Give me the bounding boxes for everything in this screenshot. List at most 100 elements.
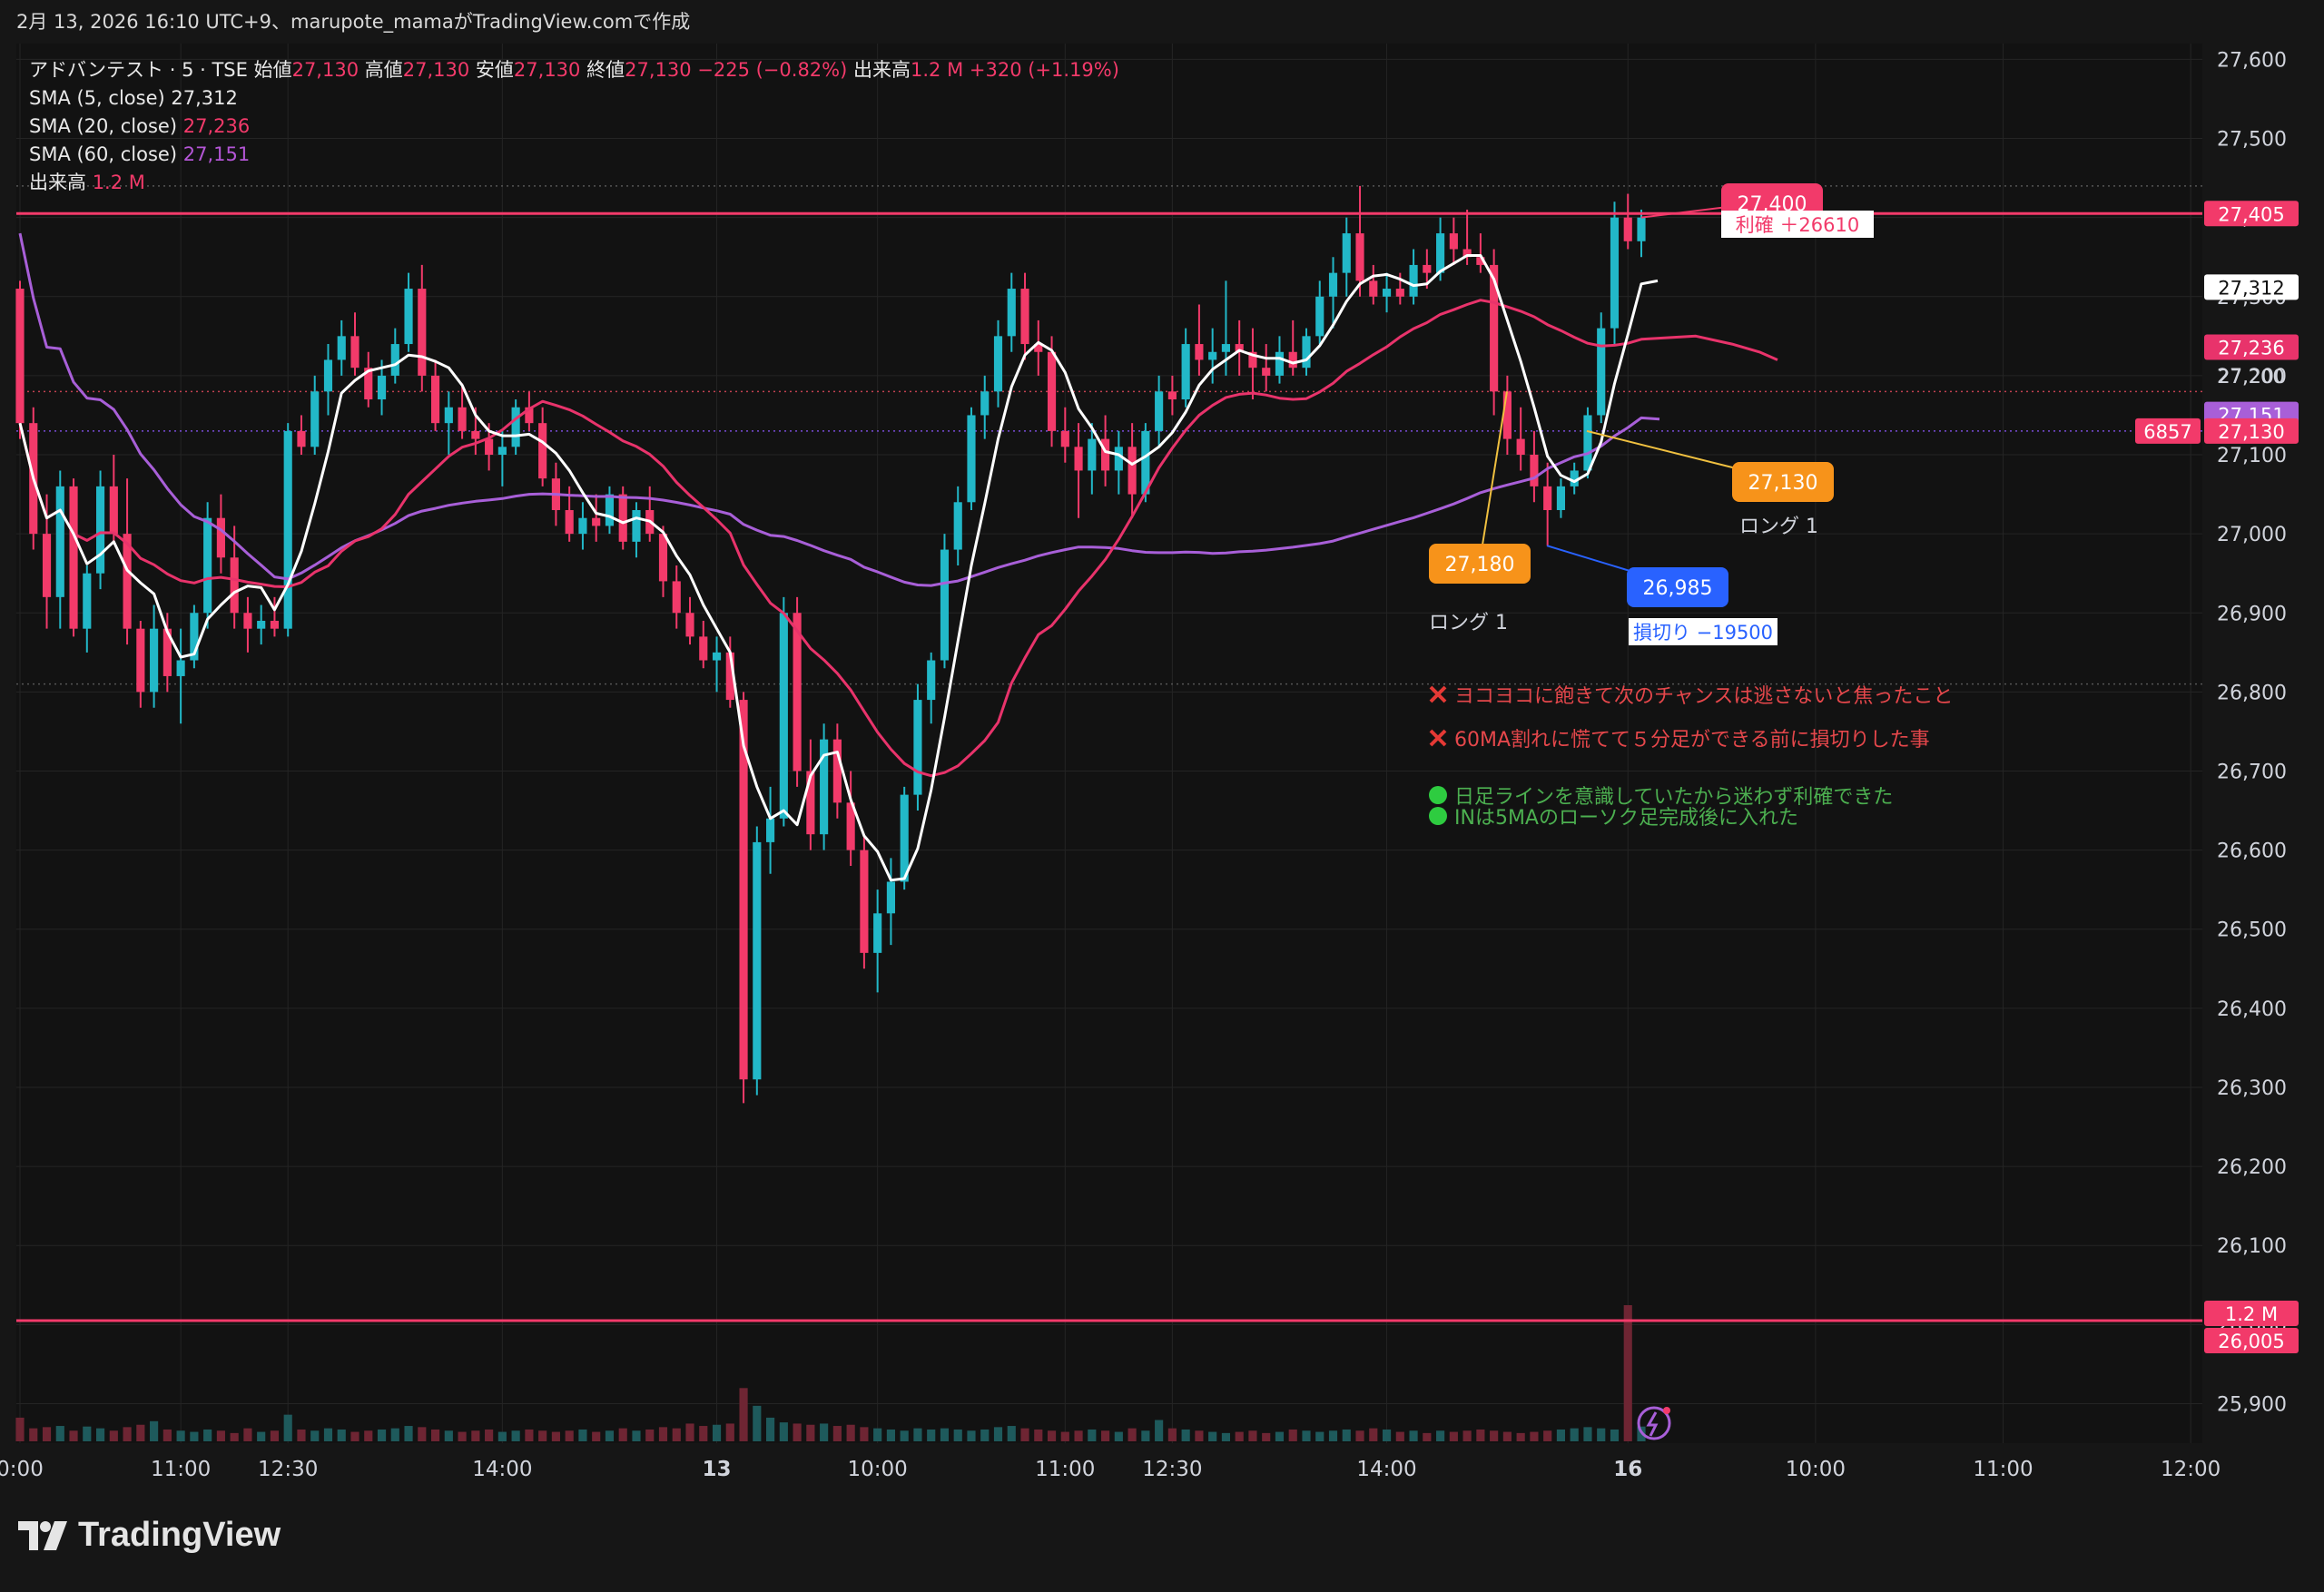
candle-body xyxy=(699,636,708,661)
volume-bar xyxy=(632,1430,641,1441)
volume-bar xyxy=(123,1427,132,1441)
volume-bar xyxy=(95,1428,105,1441)
candle-body xyxy=(525,407,534,424)
volume-bar xyxy=(1034,1429,1043,1441)
sma60-label: SMA (60, close) xyxy=(29,143,178,165)
y-tick-label: 25,900 xyxy=(2217,1393,2287,1416)
volume-bar xyxy=(672,1428,681,1441)
long1-callout-pointer xyxy=(1479,391,1508,563)
candle-body xyxy=(1382,289,1392,297)
candle-body xyxy=(1369,280,1378,297)
volume-bar xyxy=(565,1430,574,1441)
volume-bar xyxy=(257,1431,266,1441)
volume-bar xyxy=(1167,1428,1177,1441)
volume-bar xyxy=(860,1427,869,1441)
volume-bar xyxy=(150,1420,159,1441)
volume-bar xyxy=(1623,1305,1632,1441)
volume-bar xyxy=(1409,1430,1418,1441)
x-tick-label: 10:00 xyxy=(1786,1458,1846,1481)
candle-body xyxy=(1342,233,1351,273)
candle-body xyxy=(15,289,25,424)
volume-bar xyxy=(1382,1429,1392,1441)
x-tick-label: 13 xyxy=(703,1458,732,1481)
volume-bar xyxy=(806,1424,815,1441)
candle-body xyxy=(1543,486,1552,510)
volume-bar xyxy=(404,1426,413,1441)
x-tick-label: 16 xyxy=(1613,1458,1642,1481)
volume-bar xyxy=(497,1431,507,1441)
legend-sma60[interactable]: SMA (60, close) 27,151 xyxy=(29,141,1119,169)
volume-bar xyxy=(162,1429,172,1441)
candle-body xyxy=(1114,447,1123,471)
volume-bar xyxy=(725,1423,734,1441)
candle-body xyxy=(1449,233,1458,250)
legend-sma20[interactable]: SMA (20, close) 27,236 xyxy=(29,113,1119,141)
volume-bar xyxy=(538,1430,547,1441)
plot-area xyxy=(16,44,2202,1443)
price-tag-label: 27,236 xyxy=(2218,338,2284,359)
candle-body xyxy=(1436,233,1445,273)
volume-bar xyxy=(712,1424,722,1441)
volume-bar xyxy=(900,1430,909,1441)
symbol-name[interactable]: アドバンテスト · 5 · TSE xyxy=(29,59,248,81)
stop-label: 損切り −19500 xyxy=(1633,622,1773,644)
y-tick-label: 26,300 xyxy=(2217,1077,2287,1100)
candle-body xyxy=(793,613,802,771)
candle-body xyxy=(310,391,320,447)
candle-body xyxy=(1262,368,1271,376)
legend-sma5[interactable]: SMA (5, close) 27,312 xyxy=(29,84,1119,113)
close-label: 終値 xyxy=(586,59,625,81)
candle-body xyxy=(162,628,172,676)
candle-body xyxy=(444,407,453,424)
x-tick-label: 11:00 xyxy=(1973,1458,2033,1481)
candle-body xyxy=(1315,296,1324,337)
low-value: 27,130 xyxy=(513,59,581,81)
candle-body xyxy=(230,557,239,614)
note-bad-2: 60MA割れに慌てて５分足ができる前に損切りした事 xyxy=(1454,729,1930,752)
candle-body xyxy=(1034,344,1043,352)
candle-body xyxy=(270,620,280,629)
price-chart[interactable]: 27,60027,50027,40027,30027,20027,10027,0… xyxy=(0,44,2324,1489)
x-tick-label: 10:00 xyxy=(848,1458,908,1481)
volume-bar xyxy=(645,1429,655,1441)
candle-body xyxy=(1007,289,1016,337)
volume-bar xyxy=(1288,1429,1297,1441)
volume-bar xyxy=(1369,1428,1378,1441)
candle-body xyxy=(1516,438,1525,456)
volume-bar xyxy=(1423,1432,1432,1441)
candle-body xyxy=(83,573,92,629)
candle-body xyxy=(1195,344,1204,360)
volume-bar xyxy=(1275,1431,1285,1441)
candle-body xyxy=(658,534,668,582)
sma20-value: 27,236 xyxy=(182,115,251,137)
legend-volume[interactable]: 出来高 1.2 M xyxy=(29,169,1119,197)
candle-body xyxy=(69,486,78,629)
volume-bar xyxy=(230,1432,239,1441)
candle-body xyxy=(297,430,306,447)
volume-bar xyxy=(323,1428,333,1441)
candle-body xyxy=(1623,217,1632,241)
candle-body xyxy=(471,430,480,439)
volume-bar xyxy=(310,1430,320,1441)
vol-value: 1.2 M xyxy=(92,172,145,193)
sma5-value: 27,312 xyxy=(171,87,238,109)
volume-bar xyxy=(779,1422,788,1441)
long1-callout-box xyxy=(1429,544,1531,584)
footer: TradingView xyxy=(0,1489,2324,1592)
price-tag xyxy=(2204,1301,2299,1326)
tradingview-logo[interactable]: TradingView xyxy=(18,1516,281,1555)
y-tick-label: 26,200 xyxy=(2217,1156,2287,1179)
open-value: 27,130 xyxy=(291,59,359,81)
note-good-2-dot-icon xyxy=(1429,807,1447,825)
take-profit-label: 利確 ＋26610 xyxy=(1736,214,1859,236)
candle-body xyxy=(136,628,145,693)
note-bad-2-x-icon xyxy=(1429,729,1447,747)
volume-bar xyxy=(1342,1429,1351,1441)
candle-body xyxy=(672,581,681,614)
volume-bar xyxy=(820,1423,829,1441)
volume-bar xyxy=(444,1430,453,1441)
stop-callout-box xyxy=(1627,567,1728,607)
candle-body xyxy=(1556,486,1566,510)
candle-body xyxy=(203,517,212,614)
candle-body xyxy=(1462,249,1472,258)
